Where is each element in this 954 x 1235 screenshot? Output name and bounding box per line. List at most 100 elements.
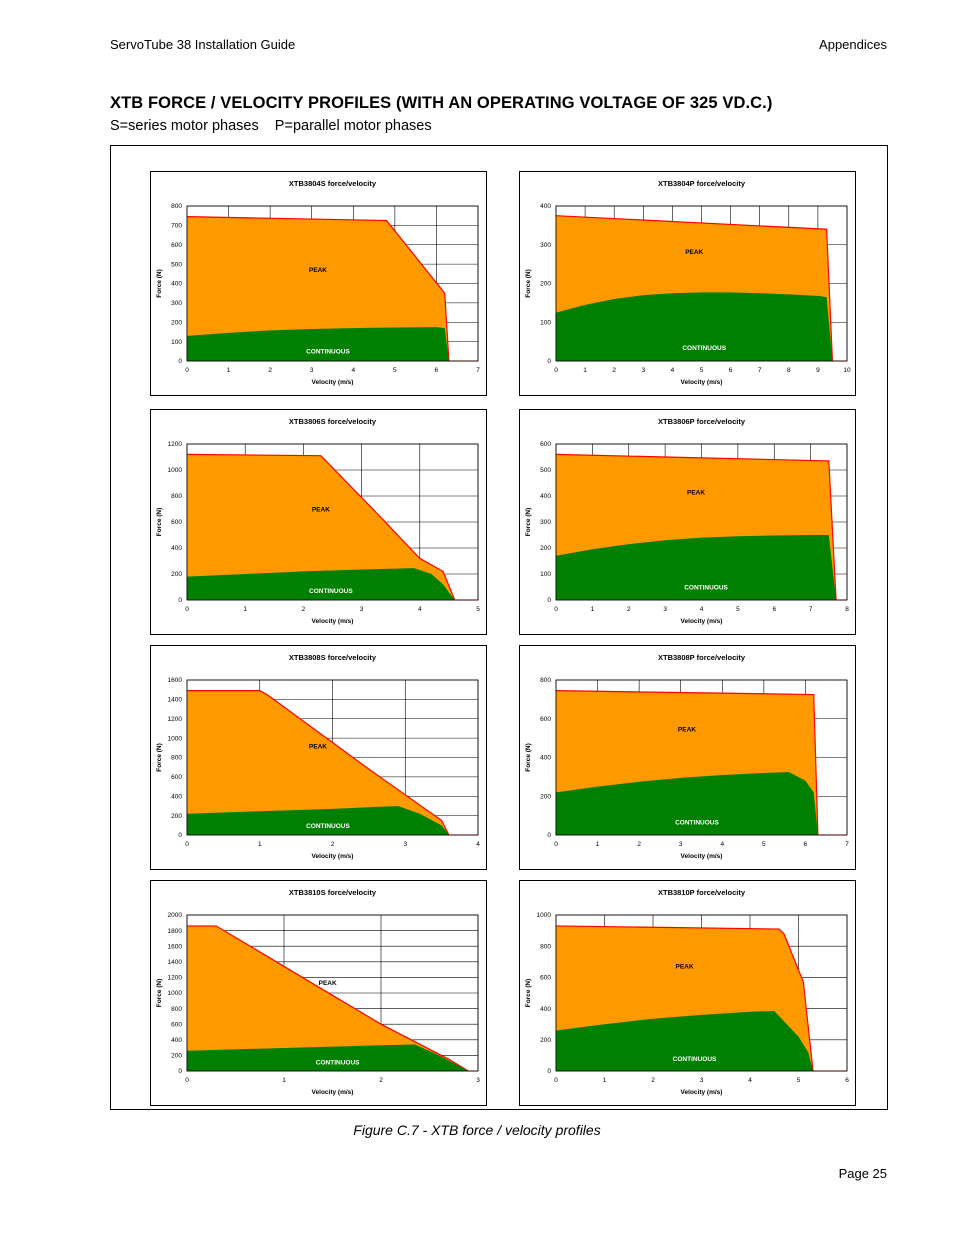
- chart-title: XTB3808P force/velocity: [658, 653, 746, 662]
- y-axis-label: Force (N): [525, 269, 532, 298]
- chart-title: XTB3810S force/velocity: [289, 888, 377, 897]
- peak-label: PEAK: [309, 743, 327, 750]
- plot-border: [555, 914, 848, 1072]
- x-tick-label: 6: [729, 367, 733, 374]
- chart-title: XTB3806P force/velocity: [658, 417, 746, 426]
- x-axis-label: Velocity (m/s): [312, 379, 354, 386]
- y-tick-label: 200: [540, 545, 551, 552]
- continuous-area: [187, 805, 449, 835]
- y-tick-label: 100: [540, 319, 551, 326]
- y-tick-label: 200: [171, 1053, 182, 1060]
- x-tick-label: 5: [736, 606, 740, 613]
- peak-label: PEAK: [309, 267, 327, 274]
- continuous-label: CONTINUOUS: [306, 349, 350, 356]
- x-axis-label: Velocity (m/s): [312, 1089, 354, 1096]
- continuous-area: [187, 327, 449, 361]
- peak-line: [555, 453, 837, 601]
- x-tick-label: 2: [651, 1077, 655, 1084]
- y-tick-label: 0: [178, 1068, 182, 1075]
- x-tick-label: 1: [243, 606, 247, 613]
- x-tick-label: 2: [302, 606, 306, 613]
- y-tick-label: 400: [171, 281, 182, 288]
- y-tick-label: 600: [540, 975, 551, 982]
- x-tick-label: 0: [185, 1077, 189, 1084]
- y-tick-label: 400: [171, 545, 182, 552]
- x-tick-label: 4: [700, 606, 704, 613]
- peak-line: [187, 690, 450, 836]
- x-tick-label: 4: [720, 841, 724, 848]
- y-tick-label: 200: [540, 281, 551, 288]
- continuous-area: [556, 1010, 814, 1071]
- y-axis-label: Force (N): [156, 508, 163, 537]
- y-tick-label: 0: [547, 597, 551, 604]
- chart-title: XTB3804P force/velocity: [658, 179, 746, 188]
- x-tick-label: 7: [758, 367, 762, 374]
- peak-label: PEAK: [687, 490, 705, 497]
- continuous-label: CONTINUOUS: [675, 820, 719, 827]
- y-tick-label: 1800: [168, 928, 183, 935]
- y-tick-label: 800: [171, 203, 182, 210]
- y-tick-label: 800: [171, 493, 182, 500]
- peak-line: [555, 690, 819, 836]
- y-tick-label: 400: [171, 793, 182, 800]
- y-tick-label: 1200: [168, 975, 183, 982]
- y-axis-label: Force (N): [156, 269, 163, 298]
- continuous-label: CONTINUOUS: [673, 1056, 717, 1063]
- chart-xtb3804s: XTB3804S force/velocity 0 1 2 3 4 5 6 7 0 100 200 30…: [150, 171, 487, 396]
- plot-border: [555, 443, 848, 601]
- y-tick-label: 0: [547, 1068, 551, 1075]
- x-tick-label: 5: [762, 841, 766, 848]
- page-subheading: S=series motor phases P=parallel motor p…: [110, 118, 432, 134]
- continuous-area: [556, 772, 818, 835]
- x-tick-label: 3: [360, 606, 364, 613]
- x-tick-label: 1: [596, 841, 600, 848]
- chart-title: XTB3806S force/velocity: [289, 417, 377, 426]
- y-axis-label: Force (N): [156, 979, 163, 1008]
- continuous-area: [187, 1044, 469, 1071]
- x-tick-label: 2: [268, 367, 272, 374]
- continuous-label: CONTINUOUS: [309, 588, 353, 595]
- y-tick-label: 1600: [168, 943, 183, 950]
- y-axis-label: Force (N): [156, 743, 163, 772]
- figure-caption: Figure C.7 - XTB force / velocity profil…: [353, 1122, 601, 1138]
- chart-svg: XTB3806S force/velocity 0 1 2 3 4 5 0 200 400 600 8…: [156, 417, 480, 625]
- y-tick-label: 0: [178, 597, 182, 604]
- x-tick-label: 4: [476, 841, 480, 848]
- y-tick-label: 100: [171, 339, 182, 346]
- x-tick-label: 0: [554, 606, 558, 613]
- peak-label: PEAK: [685, 249, 703, 256]
- x-axis-label: Velocity (m/s): [681, 853, 723, 860]
- y-tick-label: 600: [171, 774, 182, 781]
- peak-area: [187, 454, 455, 600]
- x-tick-label: 2: [612, 367, 616, 374]
- plot-border: [555, 205, 848, 362]
- continuous-label: CONTINUOUS: [684, 585, 728, 592]
- x-axis-label: Velocity (m/s): [681, 1089, 723, 1096]
- y-tick-label: 1200: [168, 716, 183, 723]
- x-tick-label: 0: [554, 841, 558, 848]
- y-tick-label: 1200: [168, 441, 183, 448]
- x-tick-label: 2: [637, 841, 641, 848]
- x-tick-label: 2: [379, 1077, 383, 1084]
- y-tick-label: 400: [540, 493, 551, 500]
- peak-line: [555, 925, 814, 1072]
- x-tick-label: 6: [804, 841, 808, 848]
- y-tick-label: 400: [540, 1006, 551, 1013]
- y-tick-label: 0: [547, 832, 551, 839]
- plot-border: [186, 443, 479, 601]
- y-tick-label: 700: [171, 223, 182, 230]
- y-tick-label: 300: [540, 519, 551, 526]
- peak-label: PEAK: [678, 726, 696, 733]
- x-tick-label: 8: [787, 367, 791, 374]
- x-tick-label: 0: [185, 841, 189, 848]
- x-axis-label: Velocity (m/s): [312, 853, 354, 860]
- figure-frame: [110, 145, 888, 1110]
- continuous-area: [187, 568, 455, 600]
- y-tick-label: 800: [540, 677, 551, 684]
- chart-xtb3810p: XTB3810P force/velocity 0 1 2 3 4 5 6 0 200 400 600…: [519, 880, 856, 1106]
- y-tick-label: 400: [540, 203, 551, 210]
- y-tick-label: 1000: [537, 912, 552, 919]
- y-axis-label: Force (N): [525, 743, 532, 772]
- y-tick-label: 300: [171, 300, 182, 307]
